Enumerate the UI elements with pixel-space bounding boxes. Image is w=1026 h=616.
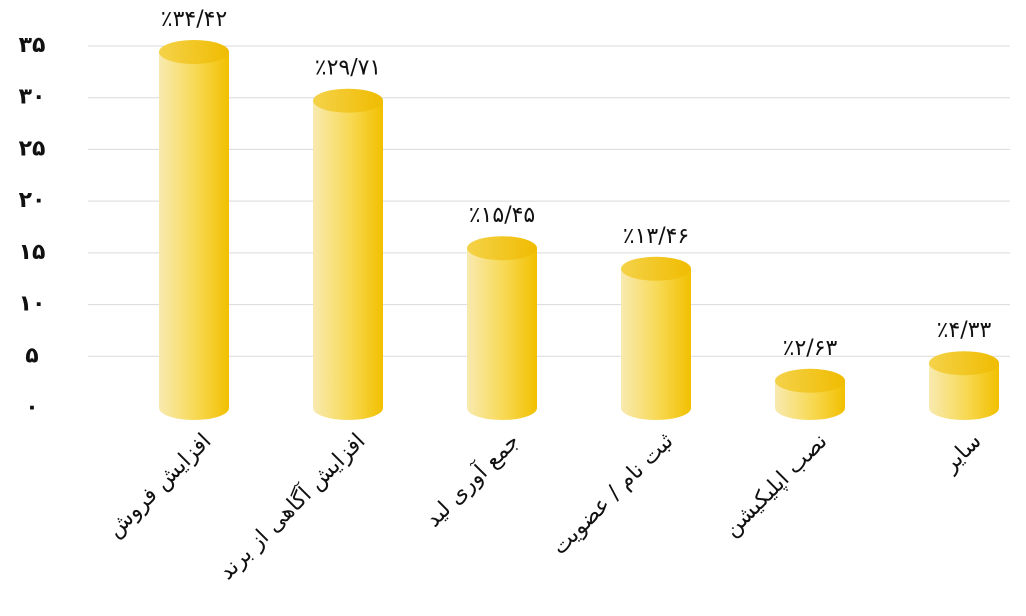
y-tick-label: ۲۵ xyxy=(19,136,46,161)
y-tick-label: ۳۰ xyxy=(19,85,46,110)
x-tick-label: سایر xyxy=(937,429,986,478)
x-tick-label: افزایش فروش xyxy=(103,429,217,543)
bar-top xyxy=(467,236,537,261)
x-tick-label: جمع آوری لید xyxy=(419,427,524,532)
x-tick-label: ثبت نام / عضویت xyxy=(547,429,678,560)
bar xyxy=(621,268,691,408)
y-tick-label: ۵ xyxy=(25,343,38,368)
value-label: ٪۲/۶۳ xyxy=(783,336,838,361)
value-label: ٪۲۹/۷۱ xyxy=(315,56,382,81)
bar-top xyxy=(621,256,691,281)
bar xyxy=(467,248,537,408)
y-tick-label: ۳۵ xyxy=(19,33,46,58)
value-label: ٪۴/۳۳ xyxy=(937,318,992,343)
bar-top xyxy=(159,39,229,64)
x-tick-label: نصب اپلیکیشن xyxy=(719,429,832,542)
value-label: ٪۱۳/۴۶ xyxy=(623,224,690,249)
value-label: ٪۱۵/۴۵ xyxy=(469,203,536,228)
y-tick-label: ۲۰ xyxy=(19,188,46,213)
x-tick-label: افزایش آگاهی از برند xyxy=(213,427,371,585)
bar xyxy=(313,100,383,408)
y-tick-label: ۱۰ xyxy=(19,292,46,317)
bar xyxy=(159,51,229,409)
y-tick-label: ۱۵ xyxy=(19,240,46,265)
y-tick-label: ۰ xyxy=(25,395,38,420)
value-label: ٪۳۴/۴۲ xyxy=(161,7,228,32)
bar-top xyxy=(929,351,999,376)
bar-top xyxy=(313,88,383,113)
bar-top xyxy=(775,368,845,393)
